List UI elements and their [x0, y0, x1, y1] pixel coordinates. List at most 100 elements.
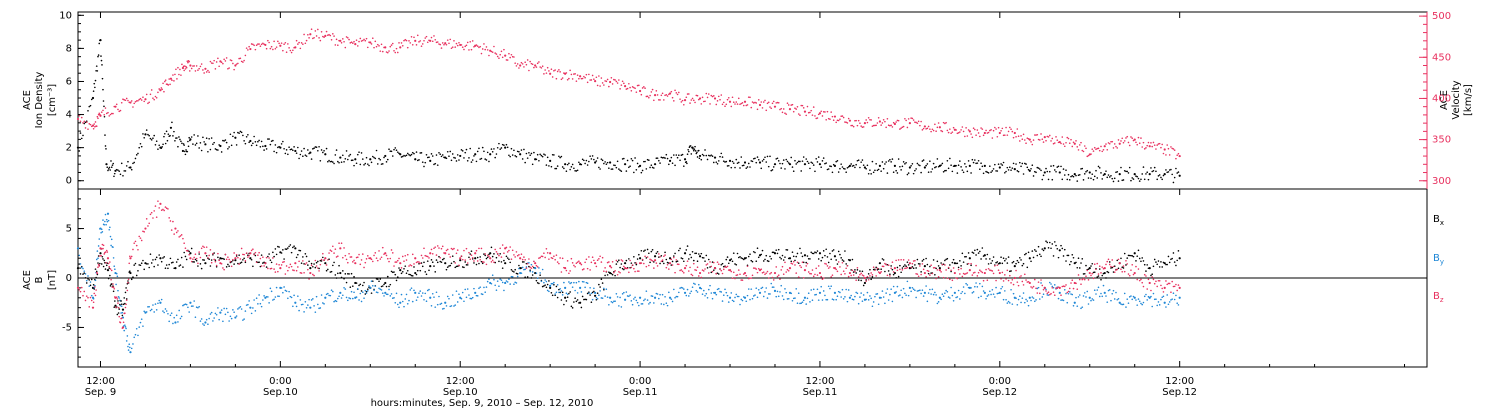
velocity-sample	[122, 98, 124, 101]
b-by-sample	[334, 299, 337, 302]
b-bx-point	[174, 267, 177, 270]
density-sample	[1117, 180, 1120, 182]
velocity-sample	[406, 46, 409, 49]
b-bz-point	[923, 271, 926, 275]
b-bz-sample	[303, 271, 305, 274]
b-by-sample	[484, 291, 486, 294]
b-by-sample	[727, 301, 730, 303]
b-by-sample	[1146, 299, 1149, 301]
b-bx-point	[668, 257, 672, 260]
b-by-sample	[623, 291, 625, 294]
b-bx-sample	[1111, 266, 1114, 269]
density-sample	[315, 146, 318, 148]
b-by-sample	[857, 302, 860, 305]
b-bx-sample	[977, 252, 980, 254]
density-sample	[922, 159, 925, 161]
b-bx-sample	[177, 258, 179, 261]
density-sample	[340, 161, 343, 163]
b-bx-point	[234, 259, 237, 262]
velocity-sample	[183, 69, 185, 72]
b-bx-sample	[704, 260, 706, 262]
density-sample	[1105, 170, 1107, 172]
velocity-sample	[917, 120, 920, 123]
b-bz-sample	[439, 256, 442, 259]
b-bx-sample	[814, 251, 816, 253]
b-bz-sample	[113, 287, 116, 290]
density-sample	[137, 152, 139, 155]
b-by-sample	[345, 296, 348, 299]
velocity-sample	[955, 129, 957, 131]
density-sample	[750, 160, 753, 162]
b-bx-sample	[117, 300, 119, 302]
density-sample	[769, 155, 771, 158]
b-bx-sample	[548, 280, 550, 282]
b-by-sample	[195, 306, 198, 309]
b-by-sample	[1136, 304, 1139, 306]
b-bz-sample	[1128, 274, 1131, 277]
b-by-sample	[434, 306, 437, 308]
density-sample	[213, 141, 215, 144]
velocity-sample	[300, 42, 303, 44]
b-bx-sample	[911, 266, 914, 268]
x-tick-date-label: Sep.10	[443, 387, 478, 398]
b-bz-sample	[285, 265, 288, 267]
density-sample	[821, 160, 824, 162]
velocity-sample	[957, 132, 960, 134]
b-bz-sample	[237, 256, 239, 259]
b-by-sample	[1151, 305, 1154, 308]
b-bx-sample	[553, 283, 555, 286]
velocity-sample	[109, 113, 112, 116]
b-by-sample	[376, 291, 379, 294]
velocity-sample	[715, 103, 718, 106]
b-bz-sample	[149, 213, 152, 216]
b-bz-sample	[418, 261, 420, 263]
density-point	[1118, 173, 1121, 176]
velocity-sample	[1056, 139, 1059, 141]
density-sample	[125, 165, 128, 167]
b-bz-point	[938, 268, 941, 272]
velocity-sample	[481, 48, 484, 50]
velocity-sample	[515, 65, 518, 67]
b-bx-sample	[142, 259, 144, 262]
b-bz-sample	[707, 272, 710, 274]
b-bx-sample	[398, 267, 400, 269]
b-by-sample	[927, 292, 930, 294]
b-by-sample	[337, 297, 339, 300]
density-sample	[797, 160, 800, 163]
b-by-sample	[1140, 302, 1142, 305]
density-sample	[396, 151, 399, 153]
b-bz-sample	[212, 252, 214, 255]
velocity-sample	[575, 80, 578, 82]
b-bx-sample	[739, 255, 741, 258]
density-sample	[348, 155, 350, 157]
b-by-sample	[905, 294, 907, 296]
b-bz-sample	[929, 274, 931, 276]
velocity-sample	[880, 124, 882, 126]
b-bx-sample	[364, 293, 367, 295]
b-bx-sample	[495, 256, 498, 259]
density-sample	[747, 162, 750, 165]
density-sample	[591, 155, 594, 157]
b-bx-point	[429, 265, 432, 268]
density-sample	[106, 166, 109, 169]
density-sample	[424, 161, 427, 164]
b-bz-sample	[217, 252, 219, 255]
b-bx-sample	[205, 255, 208, 257]
density-sample	[867, 172, 870, 175]
b-bx-point	[968, 257, 971, 260]
velocity-sample	[344, 46, 347, 49]
b-bz-sample	[645, 265, 648, 268]
b-bz-sample	[83, 290, 86, 293]
b-by-sample	[785, 291, 788, 294]
b-bx-sample	[932, 259, 935, 261]
b-bz-sample	[235, 253, 238, 256]
velocity-sample	[656, 94, 659, 96]
b-bz-sample	[536, 266, 539, 268]
b-bx-sample	[561, 291, 564, 294]
b-by-sample	[1162, 295, 1165, 298]
b-bx-sample	[601, 282, 604, 284]
b-bx-sample	[820, 259, 822, 262]
density-sample	[139, 142, 142, 145]
density-sample	[135, 154, 138, 156]
velocity-sample	[599, 85, 601, 87]
